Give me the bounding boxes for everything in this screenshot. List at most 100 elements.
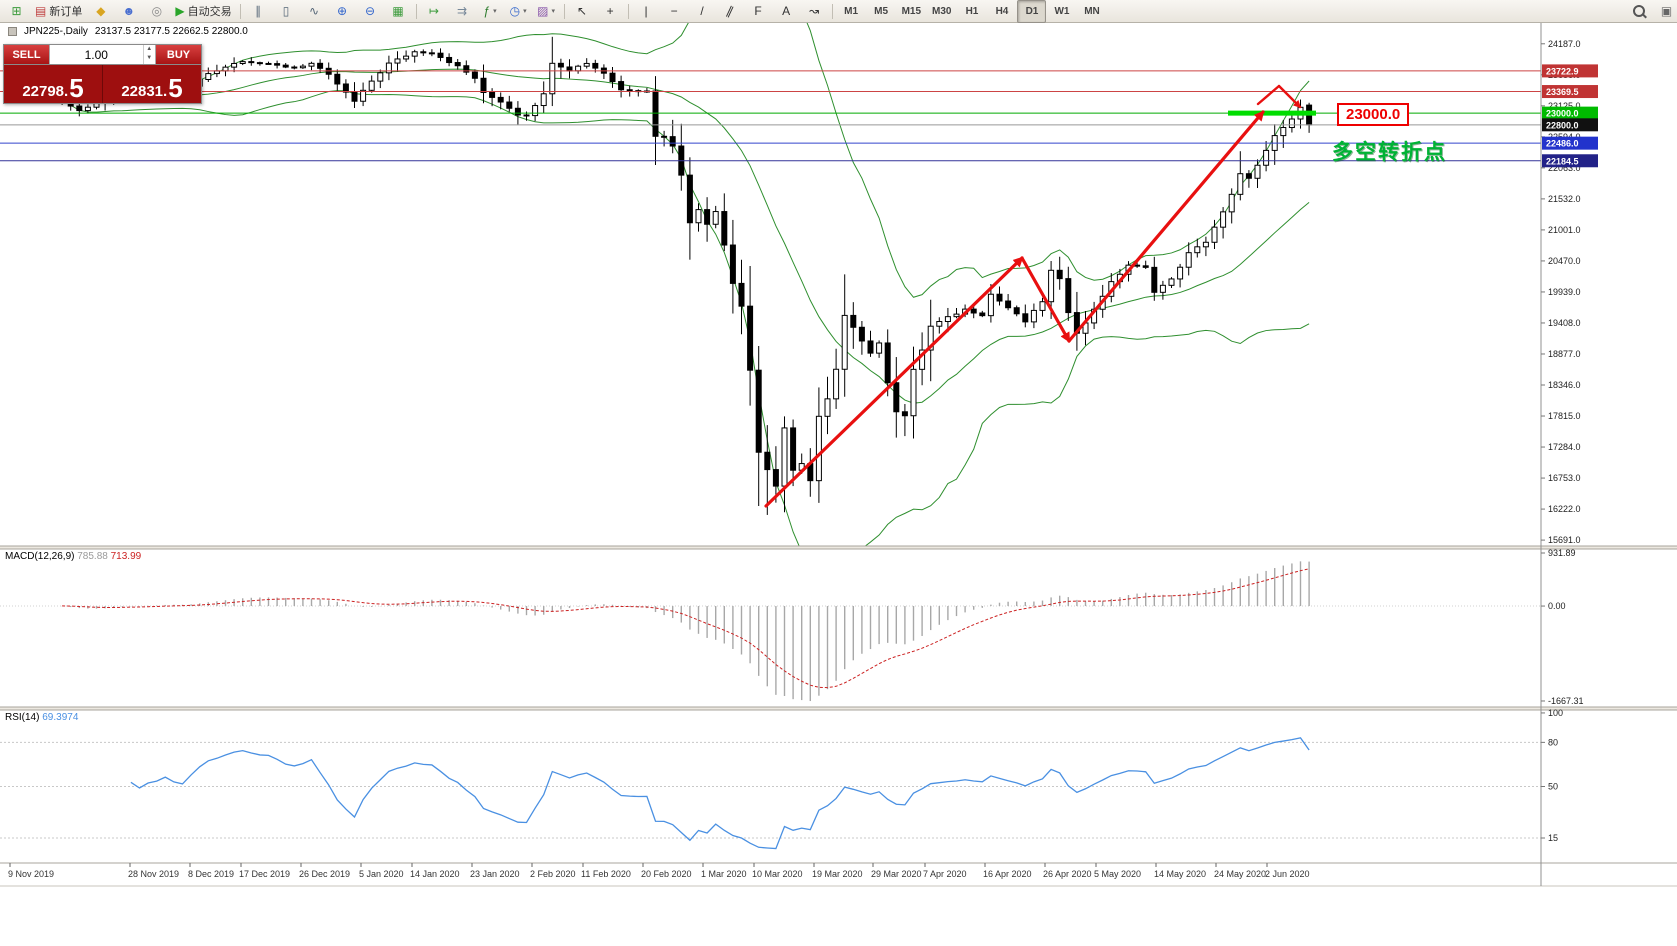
autotrading-button-label: 自动交易 bbox=[187, 6, 232, 18]
new-order-button[interactable]: ▤ 新订单 bbox=[31, 1, 86, 22]
volume-down-button[interactable]: ▼ bbox=[146, 55, 153, 61]
sell-price[interactable]: 22798. 5 bbox=[4, 65, 103, 103]
candlestick bbox=[833, 368, 840, 400]
price-badge bbox=[1542, 85, 1598, 99]
chart-symbol-period: JPN225-,Daily bbox=[24, 26, 88, 37]
timeframe-h1-button[interactable]: H1 bbox=[965, 5, 979, 17]
data-window-button[interactable]: ◎ bbox=[143, 1, 170, 22]
candlestick bbox=[514, 107, 521, 116]
support-segment[interactable] bbox=[1228, 110, 1316, 116]
buy-button[interactable]: BUY bbox=[156, 45, 201, 64]
date-label: 10 Mar 2020 bbox=[752, 869, 803, 879]
candlestick bbox=[377, 72, 384, 82]
candlestick bbox=[592, 62, 599, 69]
grid-button[interactable]: ▦ bbox=[385, 1, 412, 22]
trend-arrows[interactable] bbox=[764, 84, 1302, 508]
candlestick bbox=[652, 90, 659, 137]
periods-button[interactable]: ◷ ▾ bbox=[505, 1, 532, 22]
fibonacci-button[interactable]: F bbox=[745, 1, 772, 22]
candlestick bbox=[506, 101, 513, 109]
trend-arrow bbox=[1067, 110, 1265, 343]
timeframe-d1-button[interactable]: D1 bbox=[1017, 0, 1047, 23]
line-chart-button[interactable]: ∿ bbox=[301, 1, 328, 22]
bar-chart-icon: ∥ bbox=[255, 4, 262, 18]
candlestick bbox=[1288, 118, 1295, 129]
candlestick bbox=[1211, 226, 1218, 243]
candlestick bbox=[781, 427, 788, 487]
indicators-button[interactable]: ƒ ▾ bbox=[477, 1, 504, 22]
date-label: 17 Dec 2019 bbox=[239, 869, 290, 879]
price-tick-label: 18877.0 bbox=[1548, 349, 1581, 359]
price-badge-label: 22486.0 bbox=[1546, 139, 1579, 149]
zoom-out-button[interactable]: ⊖ bbox=[357, 1, 384, 22]
candlestick bbox=[549, 62, 556, 95]
zoom-in-button[interactable]: ⊕ bbox=[329, 1, 356, 22]
candlestick bbox=[1134, 264, 1141, 267]
sell-button[interactable]: SELL bbox=[4, 45, 49, 64]
timeframe-m1-button[interactable]: M1 bbox=[844, 5, 859, 17]
candlestick bbox=[764, 451, 771, 471]
bollinger-bands bbox=[44, 22, 1310, 546]
turning-point-note[interactable]: 多空转折点 bbox=[1332, 141, 1447, 164]
new-order-button-label: 新订单 bbox=[49, 6, 83, 18]
date-label: 29 Mar 2020 bbox=[871, 869, 922, 879]
autotrading-button[interactable]: ▶ 自动交易 bbox=[171, 1, 235, 22]
candlestick bbox=[566, 66, 573, 72]
date-label: 26 Dec 2019 bbox=[299, 869, 350, 879]
cursor-button[interactable]: ↖ bbox=[569, 1, 596, 22]
date-axis[interactable]: 9 Nov 2019 28 Nov 2019 8 Dec 2019 17 Dec 20… bbox=[8, 863, 1310, 879]
candlestick bbox=[248, 61, 255, 64]
volume-input[interactable] bbox=[50, 45, 143, 64]
zoom-out-icon: ⊖ bbox=[365, 4, 376, 18]
timeframe-h4-button[interactable]: H4 bbox=[995, 5, 1009, 17]
candlestick bbox=[1013, 307, 1020, 315]
candlestick bbox=[411, 51, 418, 57]
crosshair-button[interactable]: + bbox=[597, 1, 624, 22]
timeframe-m15-button[interactable]: M15 bbox=[901, 5, 922, 17]
text-button[interactable]: A bbox=[773, 1, 800, 22]
templates-button[interactable]: ▨ ▾ bbox=[533, 1, 560, 22]
rsi-line bbox=[130, 737, 1310, 850]
dropdown-arrow-icon: ▾ bbox=[551, 8, 555, 15]
metaeditor-button[interactable]: ◆ bbox=[87, 1, 114, 22]
chart-shift-button[interactable]: ⇉ bbox=[449, 1, 476, 22]
candlestick bbox=[618, 81, 625, 91]
trend-arrow bbox=[764, 256, 1024, 508]
price-tick-label: 21532.0 bbox=[1548, 194, 1581, 204]
buy-price[interactable]: 22831. 5 bbox=[103, 65, 201, 103]
candlestick bbox=[1142, 265, 1149, 268]
price-tick-label: 24187.0 bbox=[1548, 39, 1581, 49]
vertical-line-button[interactable]: | bbox=[633, 1, 660, 22]
candlestick bbox=[815, 415, 822, 482]
arrows-button[interactable]: ↝ bbox=[801, 1, 828, 22]
support-price-callout[interactable]: 23000.0 bbox=[1337, 103, 1410, 126]
channel-button[interactable]: ∥ bbox=[717, 1, 744, 22]
text-icon: A bbox=[782, 4, 791, 18]
candlestick bbox=[291, 66, 298, 69]
candlestick-chart-button[interactable]: ▯ bbox=[273, 1, 300, 22]
price-tick-label: 19408.0 bbox=[1548, 318, 1581, 328]
auto-scroll-button[interactable]: ↦ bbox=[421, 1, 448, 22]
candlestick bbox=[867, 340, 874, 354]
candlestick bbox=[910, 368, 917, 417]
timeframe-mn-button[interactable]: MN bbox=[1084, 5, 1100, 17]
timeframe-m30-button[interactable]: M30 bbox=[932, 5, 952, 17]
bar-chart-button[interactable]: ∥ bbox=[245, 1, 272, 22]
price-tick-label: 18346.0 bbox=[1548, 380, 1581, 390]
candlestick bbox=[428, 52, 435, 55]
search-button[interactable] bbox=[1625, 1, 1652, 22]
volume-up-button[interactable]: ▲ bbox=[146, 46, 153, 52]
candlestick bbox=[858, 326, 865, 342]
candlestick bbox=[84, 106, 91, 112]
candlestick bbox=[231, 62, 238, 68]
new-chart-button[interactable]: ⊞ bbox=[3, 1, 30, 22]
workspace-button[interactable]: ▣ bbox=[1653, 1, 1677, 22]
trendline-button[interactable]: / bbox=[689, 1, 716, 22]
channel-icon: ∥ bbox=[724, 3, 736, 19]
timeframe-w1-button[interactable]: W1 bbox=[1054, 5, 1070, 17]
macd-axis-label: 931.89 bbox=[1548, 548, 1576, 558]
timeframe-m5-button[interactable]: M5 bbox=[874, 5, 889, 17]
macd-signal-value: 713.99 bbox=[110, 551, 142, 562]
market-watch-button[interactable]: ☻ bbox=[115, 1, 142, 22]
horizontal-line-button[interactable]: − bbox=[661, 1, 688, 22]
